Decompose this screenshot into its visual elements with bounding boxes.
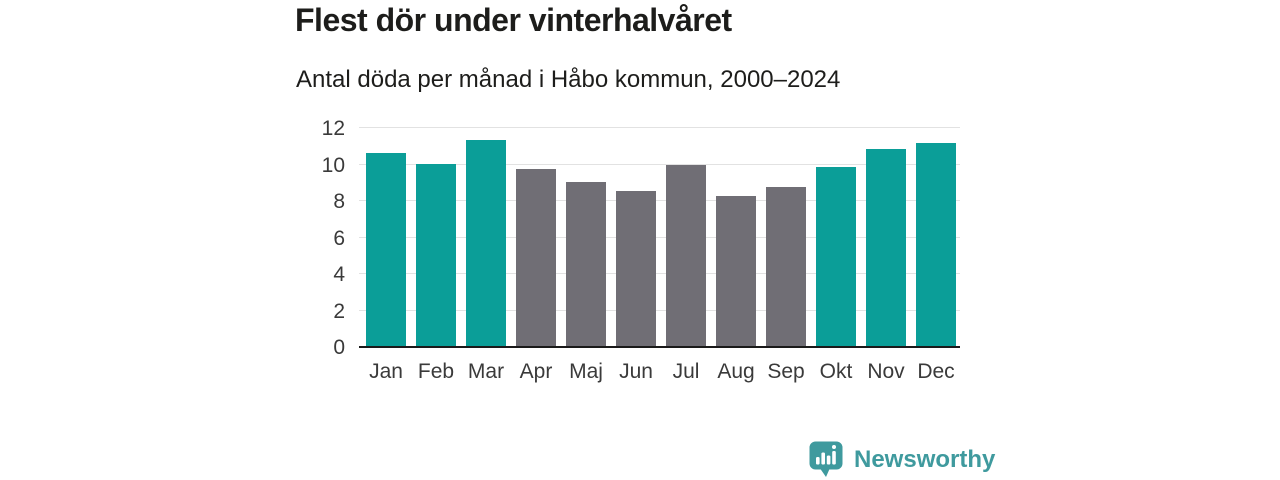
x-tick-label-dec: Dec (917, 360, 955, 383)
y-tick-label-0: 0 (333, 336, 345, 359)
plot-area: Jan Feb Mar Apr Maj Jun Jul Aug Sep Okt Nov Dec (359, 127, 960, 383)
bar-sep (766, 187, 806, 346)
x-tick-label-okt: Okt (819, 360, 853, 383)
brand-name: Newsworthy (854, 445, 996, 473)
logo-exclamation-dot (832, 445, 836, 449)
gridline-y2 (359, 309, 960, 311)
bar-jan (366, 152, 406, 346)
x-axis-line (359, 346, 960, 348)
y-tick-label-10: 10 (321, 153, 345, 177)
x-tick-label-jan: Jan (369, 360, 403, 383)
bar-dec (916, 143, 956, 346)
bar-aug (716, 196, 756, 346)
bar-jul (666, 165, 706, 346)
bar-okt (816, 167, 856, 346)
speech-bubble-shape (809, 441, 843, 477)
newsworthy-logo-icon (808, 440, 845, 479)
y-tick-label-12: 12 (321, 117, 345, 140)
x-tick-label-jun: Jun (619, 360, 653, 383)
y-tick-label-2: 2 (333, 299, 345, 323)
x-tick-label-feb: Feb (417, 360, 455, 383)
x-tick-label-jul: Jul (672, 360, 700, 383)
x-tick-label-maj: Maj (569, 360, 603, 383)
logo-exclamation-bar (832, 451, 836, 465)
y-tick-label-4: 4 (333, 263, 345, 286)
logo-bar-1 (816, 457, 820, 465)
x-tick-label-mar: Mar (467, 360, 505, 383)
x-tick-label-aug: Aug (717, 360, 755, 383)
x-tick-label-nov: Nov (867, 360, 905, 383)
chart-title: Flest dör under vinterhalvåret (295, 2, 732, 38)
logo-bar-3 (826, 455, 831, 465)
y-tick-label-8: 8 (333, 190, 345, 213)
chart-subtitle: Antal döda per månad i Håbo kommun, 2000… (296, 66, 841, 93)
bar-mar (466, 139, 506, 346)
bar-apr (516, 168, 556, 346)
gridline-y6 (359, 236, 960, 238)
bar-nov (866, 148, 906, 346)
gridline-y12 (359, 127, 960, 128)
y-tick-label-6: 6 (333, 226, 345, 250)
bar-feb (416, 163, 456, 346)
bar-jun (616, 190, 656, 346)
x-tick-label-sep: Sep (767, 360, 805, 383)
logo-bar-2 (821, 452, 825, 465)
bar-maj (566, 181, 606, 346)
brand-logo: Newsworthy (808, 440, 995, 479)
gridline-y8 (359, 200, 960, 201)
y-axis-labels: 0 2 4 6 8 10 12 (270, 118, 345, 358)
gridline-y4 (359, 273, 960, 274)
x-tick-label-apr: Apr (519, 360, 553, 383)
gridline-y10 (359, 163, 960, 165)
